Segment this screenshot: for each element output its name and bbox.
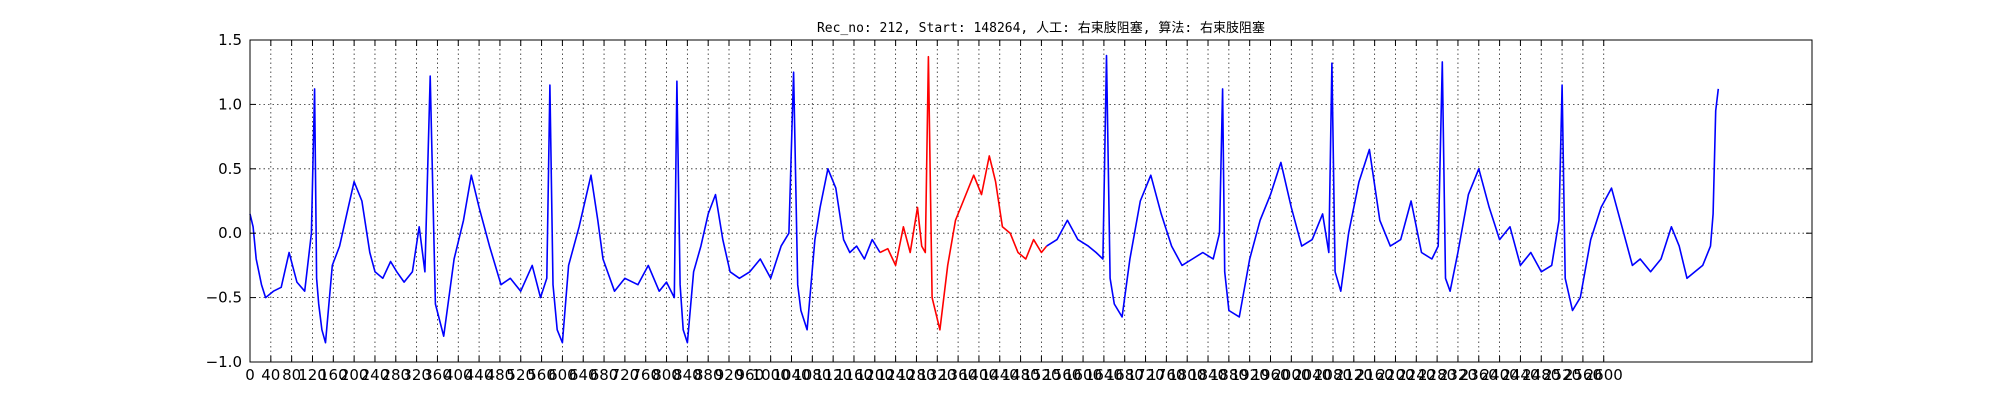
series-line-1	[879, 55, 1048, 331]
x-tick-label: 0	[245, 366, 255, 384]
x-tick-label: 1760	[1147, 366, 1185, 384]
x-tick-label: 1880	[1210, 366, 1248, 384]
x-tick-label: 1960	[1251, 366, 1289, 384]
x-tick-label: 680	[590, 366, 619, 384]
x-tick-label: 80	[282, 366, 301, 384]
series-line-0	[249, 71, 881, 344]
x-tick-label: 1080	[793, 366, 831, 384]
x-tick-label: 640	[569, 366, 598, 384]
x-tick-label: 1840	[1189, 366, 1227, 384]
x-tick-label: 1360	[939, 366, 977, 384]
x-tick-label: 520	[506, 366, 535, 384]
x-tick-label: 2400	[1481, 366, 1519, 384]
x-tick-label: 2280	[1418, 366, 1456, 384]
x-tick-label: 2480	[1522, 366, 1560, 384]
x-tick-label: 120	[298, 366, 327, 384]
x-tick-label: 1720	[1126, 366, 1164, 384]
x-tick-label: 1040	[772, 366, 810, 384]
x-tick-label: 2040	[1293, 366, 1331, 384]
x-tick-label: 880	[694, 366, 723, 384]
grid-lines	[249, 39, 1812, 363]
x-tick-label: 2000	[1272, 366, 1310, 384]
x-tick-label: 1320	[918, 366, 956, 384]
x-tick-label: 280	[381, 366, 410, 384]
y-axis-ticks: 1.5 1.0 0.5 0.0 −0.5 −1.0	[206, 31, 1812, 371]
x-tick-label: 160	[319, 366, 348, 384]
x-tick-label: 720	[611, 366, 640, 384]
chart-title: Rec_no: 212, Start: 148264, 人工: 右束肢阻塞, 算…	[817, 20, 1265, 36]
x-tick-label: 2600	[1585, 366, 1623, 384]
x-tick-label: 1800	[1168, 366, 1206, 384]
x-tick-label: 760	[631, 366, 660, 384]
x-tick-label: 2240	[1397, 366, 1435, 384]
x-tick-label: 40	[261, 366, 280, 384]
x-tick-label: 1000	[752, 366, 790, 384]
x-tick-label: 2560	[1564, 366, 1602, 384]
x-tick-label: 2360	[1460, 366, 1498, 384]
y-tick-label: −0.5	[206, 289, 242, 307]
x-tick-label: 960	[736, 366, 765, 384]
x-tick-label: 360	[423, 366, 452, 384]
x-axis-ticks: 0 40 8012016020024028032036040044048052056…	[245, 40, 1623, 384]
x-tick-label: 240	[361, 366, 390, 384]
x-tick-label: 2440	[1501, 366, 1539, 384]
x-tick-label: 1200	[856, 366, 894, 384]
x-tick-label: 560	[527, 366, 556, 384]
x-tick-label: 480	[486, 366, 515, 384]
x-tick-label: 320	[402, 366, 431, 384]
plot-frame	[249, 39, 1813, 363]
x-tick-label: 1440	[981, 366, 1019, 384]
x-tick-label: 1560	[1043, 366, 1081, 384]
x-tick-label: 1520	[1022, 366, 1060, 384]
x-tick-label: 2520	[1543, 366, 1581, 384]
x-tick-label: 1480	[1001, 366, 1039, 384]
y-tick-label: 1.0	[218, 95, 242, 113]
y-tick-label: 0.0	[218, 224, 242, 242]
y-tick-label: 0.5	[218, 160, 242, 178]
x-tick-label: 2120	[1335, 366, 1373, 384]
y-tick-label: 1.5	[218, 31, 242, 49]
x-tick-label: 440	[465, 366, 494, 384]
series-line-2	[1046, 54, 1720, 318]
x-tick-label: 920	[715, 366, 744, 384]
x-tick-label: 2320	[1439, 366, 1477, 384]
x-tick-label: 1640	[1085, 366, 1123, 384]
x-tick-label: 800	[652, 366, 681, 384]
x-tick-label: 600	[548, 366, 577, 384]
x-tick-label: 1240	[877, 366, 915, 384]
x-tick-label: 840	[673, 366, 702, 384]
x-tick-label: 2080	[1314, 366, 1352, 384]
y-tick-label: −1.0	[206, 353, 242, 371]
x-tick-label: 1160	[835, 366, 873, 384]
x-tick-label: 200	[340, 366, 369, 384]
x-tick-label: 400	[444, 366, 473, 384]
x-tick-label: 1400	[960, 366, 998, 384]
x-tick-label: 1120	[814, 366, 852, 384]
x-tick-label: 1920	[1231, 366, 1269, 384]
x-tick-label: 2160	[1356, 366, 1394, 384]
x-tick-label: 1600	[1064, 366, 1102, 384]
x-tick-label: 1680	[1106, 366, 1144, 384]
signal-series	[249, 54, 1720, 344]
x-tick-label: 1280	[897, 366, 935, 384]
x-tick-label: 2200	[1376, 366, 1414, 384]
